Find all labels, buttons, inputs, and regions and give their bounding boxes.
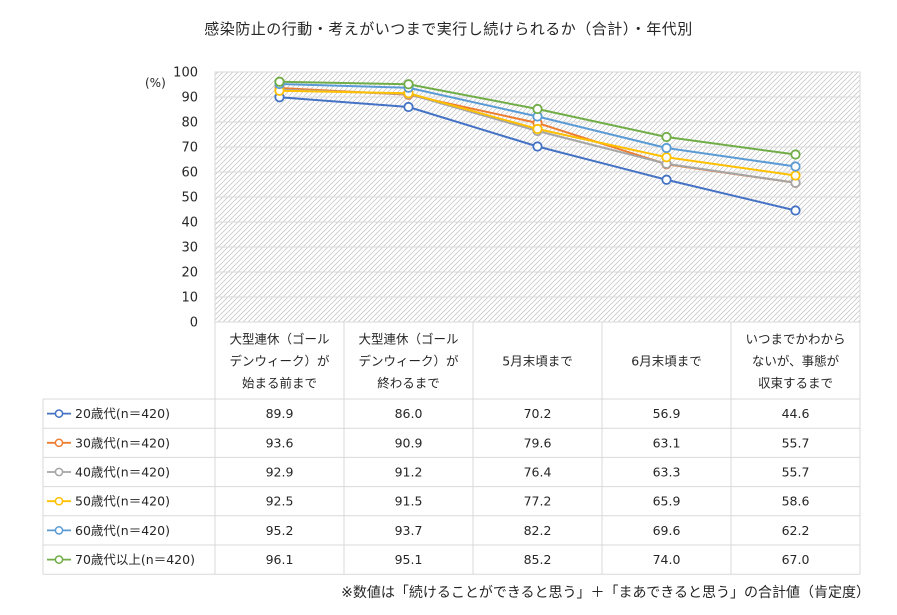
x-category-label: 5月末頃まで xyxy=(502,354,572,369)
data-table-value: 62.2 xyxy=(782,523,810,538)
footnote: ※数値は「続けることができると思う」＋「まあできると思う」の合計値（肯定度） xyxy=(341,585,870,601)
data-table-value: 76.4 xyxy=(524,465,552,480)
data-point xyxy=(661,131,672,143)
legend-entry: 70歳代以上(n＝420) xyxy=(75,552,195,567)
y-tick-label-20: 20 xyxy=(181,266,198,281)
data-table-value: 65.9 xyxy=(653,494,681,509)
y-tick-label-70: 70 xyxy=(181,141,198,156)
data-table-value: 74.0 xyxy=(653,552,681,567)
data-table-value: 89.9 xyxy=(266,406,294,421)
legend-key-marker xyxy=(54,526,64,535)
data-table-value: 82.2 xyxy=(524,523,552,538)
data-point xyxy=(403,101,414,113)
data-table-value: 90.9 xyxy=(395,435,423,450)
data-point xyxy=(274,76,285,87)
data-table-value: 93.6 xyxy=(266,435,294,450)
data-point xyxy=(790,205,801,216)
data-table-value: 44.6 xyxy=(782,406,810,421)
y-tick-label-30: 30 xyxy=(181,241,198,256)
chart-title: 感染防止の行動・考えがいつまで実行し続けられるか（合計）・年代別 xyxy=(204,20,693,38)
x-category-label: デンウィーク）が xyxy=(229,354,330,369)
data-point xyxy=(403,79,414,90)
data-table-value: 93.7 xyxy=(395,523,423,538)
data-point xyxy=(790,161,801,172)
data-table-value: 63.3 xyxy=(653,465,681,480)
data-point xyxy=(661,152,672,163)
data-table-value: 58.6 xyxy=(782,494,810,509)
x-category-label: 始まる前まで xyxy=(242,376,317,391)
x-category-label: 6月末頃まで xyxy=(631,354,701,369)
y-tick-label-90: 90 xyxy=(181,91,198,106)
data-table-value: 67.0 xyxy=(782,552,810,567)
y-tick-label-40: 40 xyxy=(181,216,198,231)
y-tick-label-50: 50 xyxy=(181,191,198,206)
data-table-value: 55.7 xyxy=(782,435,810,450)
y-tick-label-100: 100 xyxy=(173,66,198,81)
data-table-value: 79.6 xyxy=(524,435,552,450)
y-tick-label-10: 10 xyxy=(181,291,198,306)
legend-entry: 40歳代(n＝420) xyxy=(75,465,170,480)
legend-key-marker xyxy=(54,409,64,418)
data-table-value: 91.2 xyxy=(395,465,423,480)
x-category-label: いつまでかわから xyxy=(745,332,845,347)
legend-entry: 20歳代(n＝420) xyxy=(75,406,170,421)
legend-entry: 30歳代(n＝420) xyxy=(75,435,170,450)
legend-entry: 50歳代(n＝420) xyxy=(75,494,170,509)
legend-key-marker xyxy=(54,496,64,506)
data-table-value: 91.5 xyxy=(395,494,423,509)
data-point xyxy=(532,123,543,135)
x-category-label: 大型連休（ゴール xyxy=(229,332,329,347)
x-category-label: 収束するまで xyxy=(758,376,833,391)
data-table-value: 69.6 xyxy=(653,523,681,538)
legend-key-marker xyxy=(54,438,64,448)
data-point xyxy=(790,149,801,160)
data-table-value: 86.0 xyxy=(395,406,423,421)
data-table-value: 55.7 xyxy=(782,465,810,480)
data-table-value: 77.2 xyxy=(524,494,552,509)
y-axis-unit-label: (%) xyxy=(145,76,166,90)
data-table-value: 96.1 xyxy=(266,552,294,567)
data-table-value: 92.5 xyxy=(266,494,294,509)
legend-key-marker xyxy=(54,467,64,477)
y-tick-label-0: 0 xyxy=(190,316,198,331)
data-point xyxy=(661,142,672,154)
data-table-value: 95.2 xyxy=(266,523,294,538)
legend-key-marker xyxy=(54,555,64,564)
data-table-value: 63.1 xyxy=(653,435,681,450)
data-table-value: 70.2 xyxy=(524,406,552,421)
x-category-label: 終わるまで xyxy=(377,376,440,391)
data-table-value: 56.9 xyxy=(653,406,681,421)
data-table-value: 92.9 xyxy=(266,465,294,480)
x-category-label: ないが、事態が xyxy=(752,354,840,369)
data-table-value: 85.2 xyxy=(524,552,552,567)
data-point xyxy=(661,174,672,185)
y-tick-label-80: 80 xyxy=(181,116,198,131)
data-point xyxy=(532,141,543,152)
data-table-value: 95.1 xyxy=(395,552,423,567)
y-tick-label-60: 60 xyxy=(181,166,198,181)
x-category-label: 大型連休（ゴール xyxy=(358,332,458,347)
legend-entry: 60歳代(n＝420) xyxy=(75,523,170,538)
data-point xyxy=(532,103,543,115)
data-point xyxy=(790,170,801,181)
x-category-label: デンウィーク）が xyxy=(358,354,459,369)
